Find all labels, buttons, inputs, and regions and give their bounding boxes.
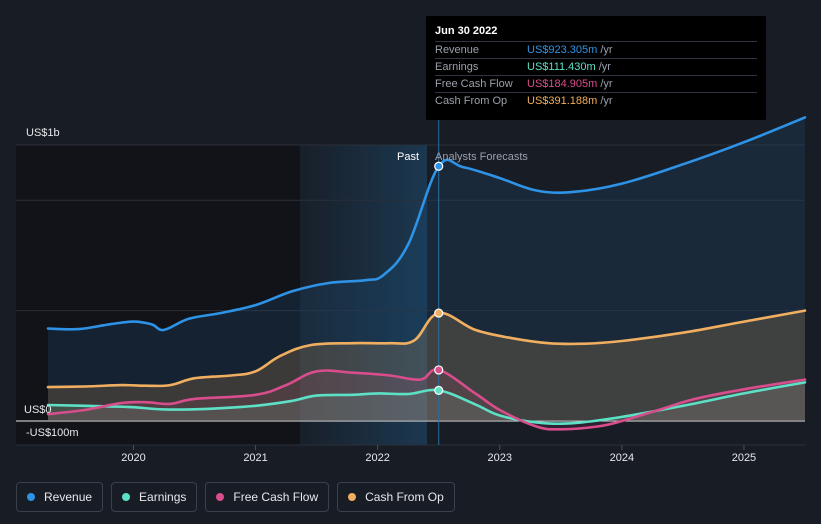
earnings-dot-icon	[122, 493, 131, 501]
legend-item-cash-from-op[interactable]: Cash From Op	[337, 482, 455, 512]
point-cash-from-op	[434, 308, 444, 318]
x-tick-label: 2020	[121, 452, 145, 464]
y-label-zero: US$0	[24, 404, 52, 416]
area-revenue	[48, 117, 805, 422]
tooltip-unit: /yr	[600, 44, 613, 56]
area-cash-from-op	[48, 310, 805, 421]
legend-label: Revenue	[44, 490, 93, 504]
tooltip-value-text: US$184.905m	[527, 78, 598, 90]
x-axis: 2020 2021 2022 2023 2024 2025	[121, 445, 756, 464]
tooltip-value-text: US$111.430m	[527, 61, 596, 73]
point-free-cash-flow	[434, 365, 444, 375]
past-label: Past	[397, 151, 419, 163]
tooltip-row-cash-from-op: Cash From Op US$391.188m/yr	[435, 92, 757, 110]
line-free-cash-flow	[46, 368, 807, 431]
y-label-top: US$1b	[26, 127, 60, 139]
area-earnings	[48, 382, 805, 424]
tooltip-value: US$111.430m/yr	[527, 59, 611, 76]
x-tick-label: 2024	[610, 452, 634, 464]
forecast-label: Analysts Forecasts	[435, 151, 528, 163]
tooltip-value-text: US$923.305m	[527, 44, 598, 56]
x-tick-label: 2025	[732, 452, 756, 464]
legend-item-revenue[interactable]: Revenue	[16, 482, 104, 512]
tooltip-row-free-cash-flow: Free Cash Flow US$184.905m/yr	[435, 75, 757, 93]
point-revenue	[434, 161, 444, 171]
tooltip-value-text: US$391.188m	[527, 95, 598, 107]
highlight-dots	[434, 161, 444, 395]
tooltip-name: Revenue	[435, 44, 480, 56]
legend-label: Earnings	[139, 490, 187, 504]
y-label-bottom: -US$100m	[26, 427, 79, 439]
point-earnings	[434, 385, 444, 395]
area-free-cash-flow	[48, 369, 805, 430]
line-earnings	[46, 381, 807, 426]
legend-item-earnings[interactable]: Earnings	[111, 482, 198, 512]
tooltip-unit: /yr	[600, 95, 613, 107]
gridlines	[16, 144, 805, 446]
legend-label: Cash From Op	[365, 490, 444, 504]
series-areas	[48, 117, 805, 430]
tooltip-value: US$184.905m/yr	[527, 76, 613, 93]
tooltip-row-revenue: Revenue US$923.305m/yr	[435, 41, 757, 59]
x-tick-label: 2023	[488, 452, 512, 464]
tooltip: Jun 30 2022 Revenue US$923.305m/yr Earni…	[426, 16, 766, 120]
tooltip-name: Free Cash Flow	[435, 78, 513, 90]
cash-from-op-dot-icon	[348, 493, 357, 501]
tooltip-name: Cash From Op	[435, 95, 508, 107]
legend-item-free-cash-flow[interactable]: Free Cash Flow	[205, 482, 330, 512]
line-cash-from-op	[46, 309, 807, 389]
line-revenue	[46, 116, 807, 332]
tooltip-value: US$391.188m/yr	[527, 93, 613, 110]
x-tick-label: 2022	[365, 452, 389, 464]
tooltip-value: US$923.305m/yr	[527, 42, 613, 59]
revenue-dot-icon	[27, 493, 35, 501]
x-tick-label: 2021	[243, 452, 267, 464]
legend-label: Free Cash Flow	[233, 490, 319, 504]
legend: Revenue Earnings Free Cash Flow Cash Fro…	[16, 482, 455, 512]
tooltip-row-earnings: Earnings US$111.430m/yr	[435, 58, 757, 76]
tooltip-unit: /yr	[598, 61, 611, 73]
tooltip-unit: /yr	[600, 78, 613, 90]
series-lines	[46, 116, 807, 431]
tooltip-name: Earnings	[435, 61, 479, 73]
tooltip-date: Jun 30 2022	[435, 25, 498, 37]
free-cash-flow-dot-icon	[216, 493, 225, 501]
